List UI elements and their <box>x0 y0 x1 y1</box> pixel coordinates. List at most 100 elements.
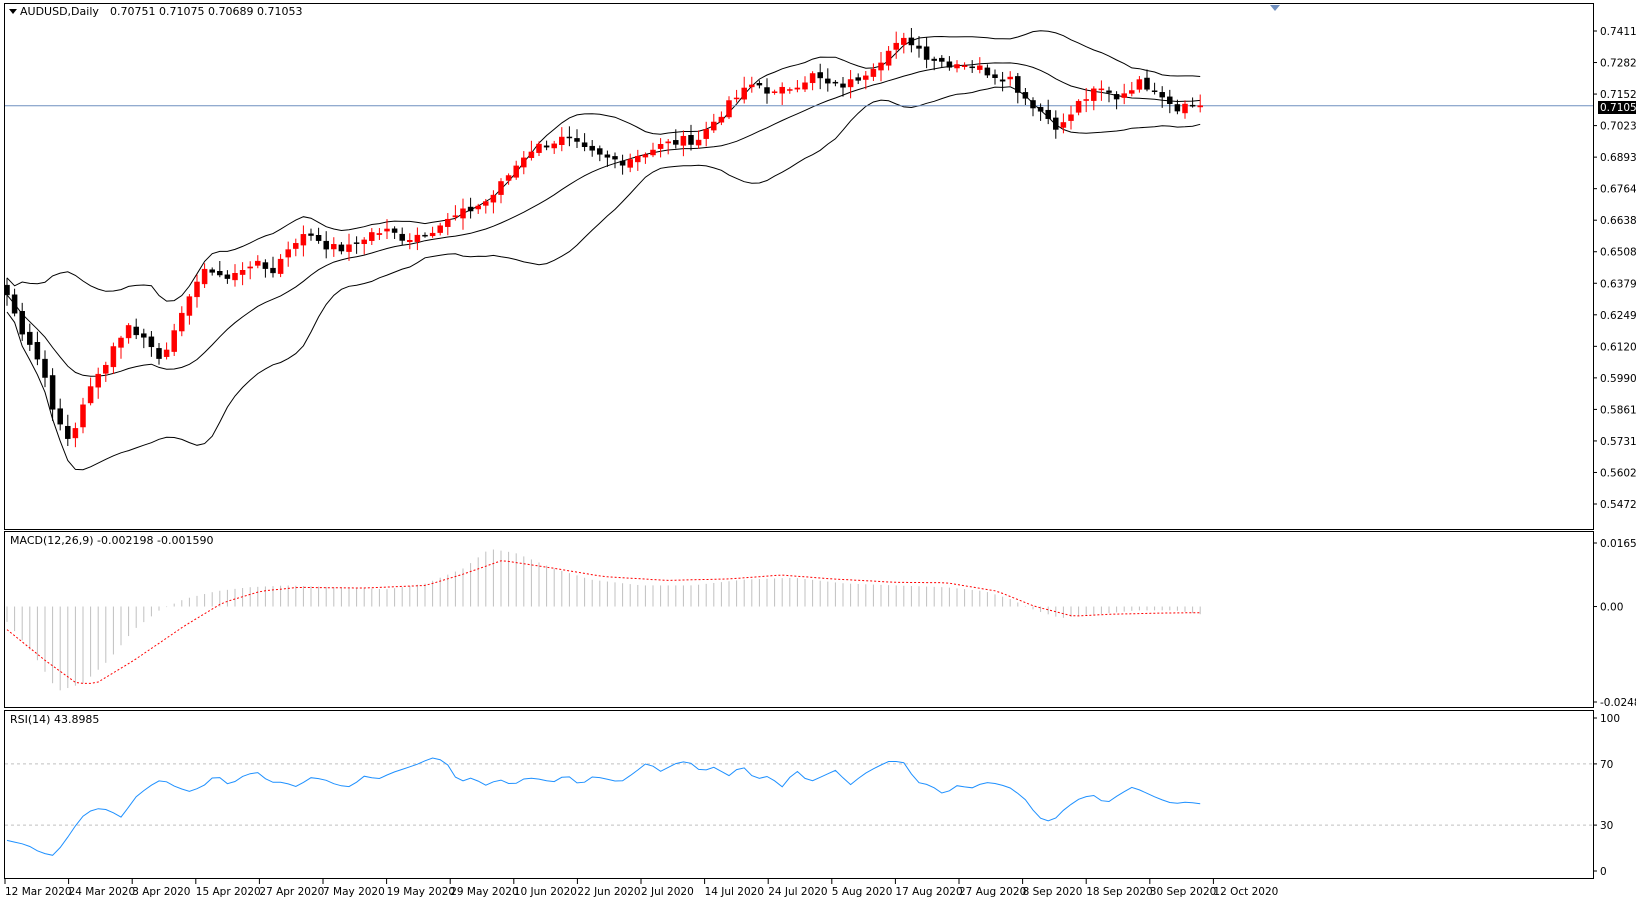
candle <box>156 343 162 365</box>
candle <box>733 89 740 103</box>
candle-body <box>855 77 861 81</box>
candle <box>597 145 603 162</box>
candle <box>125 323 132 344</box>
candle-body <box>87 386 94 404</box>
chart-shift-marker-icon[interactable] <box>1270 5 1280 11</box>
candle <box>201 263 208 289</box>
candle-body <box>574 138 580 142</box>
candle-body <box>954 64 960 69</box>
candle-body <box>977 65 983 70</box>
candle-body <box>1030 100 1036 109</box>
candle <box>908 27 915 53</box>
candle <box>1098 80 1105 101</box>
candle-body <box>171 330 177 352</box>
candle <box>133 318 139 340</box>
bollinger-lower-band <box>6 86 1201 471</box>
candle <box>832 80 839 87</box>
candle <box>559 127 565 152</box>
candle <box>695 130 702 149</box>
candle <box>870 63 877 81</box>
candle <box>65 414 71 447</box>
macd-axis-tick-label: 0.016538 <box>1600 538 1636 550</box>
candle-body <box>498 181 504 195</box>
candle-body <box>627 159 633 168</box>
candle <box>414 227 421 251</box>
candle <box>1167 89 1173 114</box>
candle-body <box>179 312 185 332</box>
candle-body <box>1106 90 1112 93</box>
candle <box>574 129 580 148</box>
candle <box>171 323 177 356</box>
macd-axis-tick-label: 0.00 <box>1600 602 1623 614</box>
candle-body <box>908 37 915 46</box>
rsi-axis-tick-label: 0 <box>1600 866 1607 878</box>
candle <box>954 60 960 73</box>
candle <box>984 64 991 78</box>
candle-body <box>984 67 991 76</box>
candle <box>467 197 474 219</box>
candle-body <box>749 84 755 88</box>
candle-body <box>787 89 793 91</box>
candle <box>657 138 664 158</box>
candle <box>612 152 618 169</box>
candle-body <box>467 206 474 212</box>
candle-body <box>475 205 481 210</box>
time-axis-tick-label: 29 May 2020 <box>450 886 518 898</box>
candle-body <box>1167 96 1173 105</box>
candle <box>505 173 512 185</box>
candle <box>863 70 869 90</box>
candle-body <box>885 50 892 66</box>
candle-body <box>893 42 899 50</box>
candle-body <box>916 45 922 49</box>
candle-body <box>308 233 314 236</box>
candle <box>688 124 694 151</box>
candle <box>1136 76 1143 93</box>
candle-body <box>551 143 557 149</box>
candle-body <box>832 81 839 84</box>
candle <box>627 153 633 173</box>
candle <box>34 331 41 366</box>
candle-body <box>429 232 436 237</box>
candle-body <box>901 37 907 45</box>
candle-body <box>992 74 998 78</box>
candle-body <box>490 194 497 203</box>
candle-body <box>156 348 162 359</box>
time-axis-tick-label: 12 Oct 2020 <box>1213 886 1278 898</box>
time-axis-tick-label: 2 Jul 2020 <box>641 886 694 898</box>
candle <box>536 141 542 157</box>
candle <box>338 242 345 255</box>
candle-body <box>581 142 588 147</box>
candle-body <box>407 240 413 242</box>
candle-body <box>1037 107 1044 112</box>
candle-body <box>452 215 459 218</box>
candle <box>961 62 968 70</box>
candle-body <box>642 154 649 158</box>
candle-body <box>141 333 147 338</box>
candle <box>49 368 56 421</box>
candle-body <box>825 78 831 84</box>
candle-body <box>809 73 816 84</box>
candle-body <box>794 87 801 90</box>
time-axis-tick-label: 27 Apr 2020 <box>259 886 324 898</box>
candle-body <box>1075 100 1082 113</box>
candle-body <box>878 62 884 71</box>
symbol-menu-icon[interactable] <box>9 9 17 14</box>
candle-body <box>528 151 535 158</box>
time-axis-tick-label: 22 Jun 2020 <box>577 886 640 898</box>
candle <box>809 71 816 91</box>
candle-body <box>931 58 937 61</box>
candle-body <box>589 145 595 151</box>
candle <box>1007 71 1013 86</box>
candle-body <box>1007 76 1013 80</box>
candle-body <box>635 155 641 163</box>
candle-body <box>1121 93 1127 98</box>
candle-body <box>414 234 421 242</box>
candle <box>224 270 231 284</box>
candle-body <box>961 65 968 67</box>
candle-body <box>604 154 611 158</box>
candle <box>247 261 253 280</box>
candle-body <box>726 100 732 118</box>
candle <box>977 57 983 74</box>
candle-body <box>270 267 276 274</box>
